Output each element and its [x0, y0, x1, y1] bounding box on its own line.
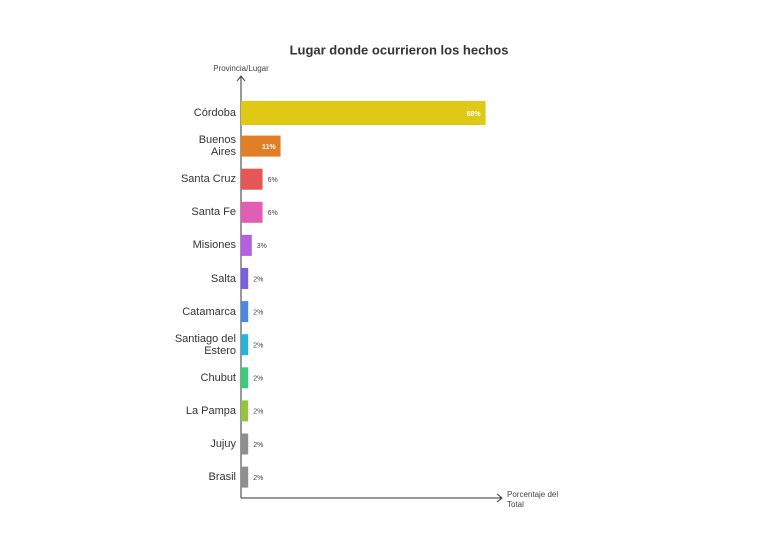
- category-label: La Pampa: [185, 404, 236, 417]
- chart-title: Lugar donde ocurrieron los hechos: [290, 42, 509, 57]
- category-label: Córdoba: [193, 107, 236, 119]
- x-axis-label: Porcentaje del Total: [507, 490, 559, 509]
- bar: [241, 466, 249, 488]
- category-label: Santiago del Estero: [174, 332, 236, 357]
- bar: [241, 168, 263, 190]
- category-label: Misiones: [192, 239, 236, 252]
- bar: [241, 367, 249, 389]
- category-label: Jujuy: [210, 438, 236, 450]
- bar: [241, 101, 486, 125]
- bar: [241, 201, 263, 223]
- x-arrow: [496, 493, 503, 503]
- value-label: 2%: [253, 376, 263, 383]
- value-label: 2%: [253, 276, 263, 283]
- value-label: 2%: [253, 343, 263, 350]
- category-label: Salta: [210, 272, 236, 285]
- y-axis-label: Provincia/Lugar: [213, 64, 269, 73]
- category-label: Santa Cruz: [180, 173, 236, 186]
- category-label: Buenos Aires: [198, 134, 236, 159]
- bar: [241, 301, 249, 323]
- category-label: Chubut: [200, 371, 236, 384]
- bar: [241, 334, 249, 356]
- category-label: Brasil: [208, 471, 236, 484]
- value-label: 6%: [268, 210, 278, 217]
- value-label: 2%: [253, 309, 263, 316]
- value-label: 2%: [253, 475, 263, 482]
- value-label: 2%: [253, 409, 263, 416]
- bar: [241, 234, 252, 256]
- value-label: 3%: [257, 243, 267, 250]
- y-arrow: [236, 75, 246, 82]
- value-label: 6%: [268, 177, 278, 184]
- bar: [241, 433, 249, 455]
- bar: [241, 135, 281, 157]
- value-label: 2%: [253, 442, 263, 449]
- value-label: 68%: [467, 111, 482, 118]
- value-label: 11%: [262, 144, 276, 151]
- bar: [241, 268, 249, 289]
- category-label: Catamarca: [182, 305, 236, 318]
- category-label: Santa Fe: [191, 206, 236, 219]
- bar: [241, 400, 249, 422]
